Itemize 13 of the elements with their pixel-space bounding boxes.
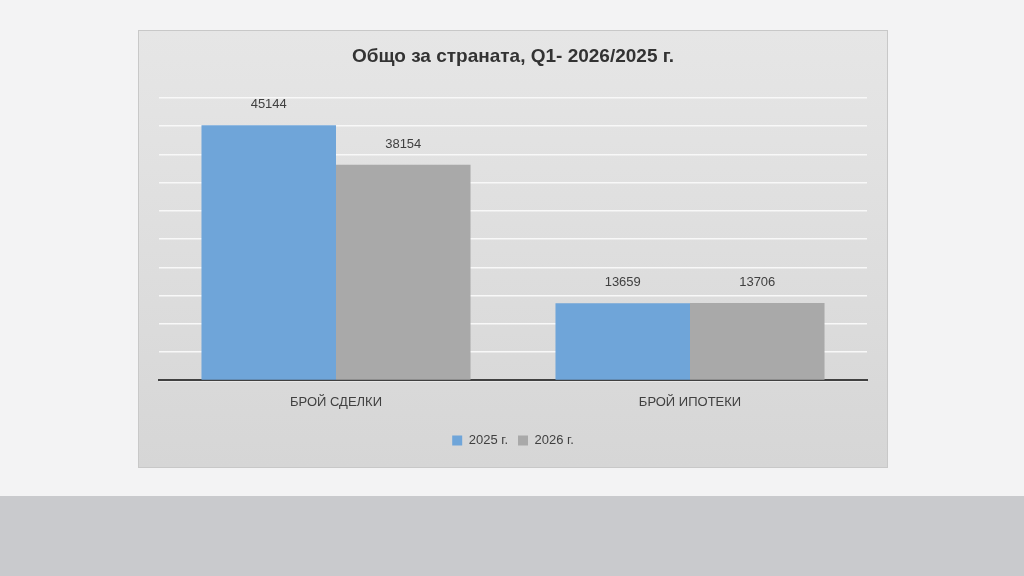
- data-label: 38154: [385, 135, 422, 151]
- bar: [336, 164, 471, 380]
- bar: [201, 125, 336, 380]
- bar: [690, 302, 825, 380]
- data-label: 13659: [604, 274, 641, 290]
- data-label: 13706: [739, 274, 776, 290]
- x-tick-label: БРОЙ ИПОТЕКИ: [638, 393, 742, 409]
- chart-title: Общо за страната, Q1- 2026/2025 г.: [351, 44, 675, 66]
- bar: [555, 303, 690, 380]
- x-tick-label: БРОЙ СДЕЛКИ: [289, 393, 383, 409]
- legend-label: 2026 г.: [534, 432, 574, 448]
- legend-label: 2025 г.: [468, 432, 509, 448]
- data-label: 45144: [250, 96, 287, 112]
